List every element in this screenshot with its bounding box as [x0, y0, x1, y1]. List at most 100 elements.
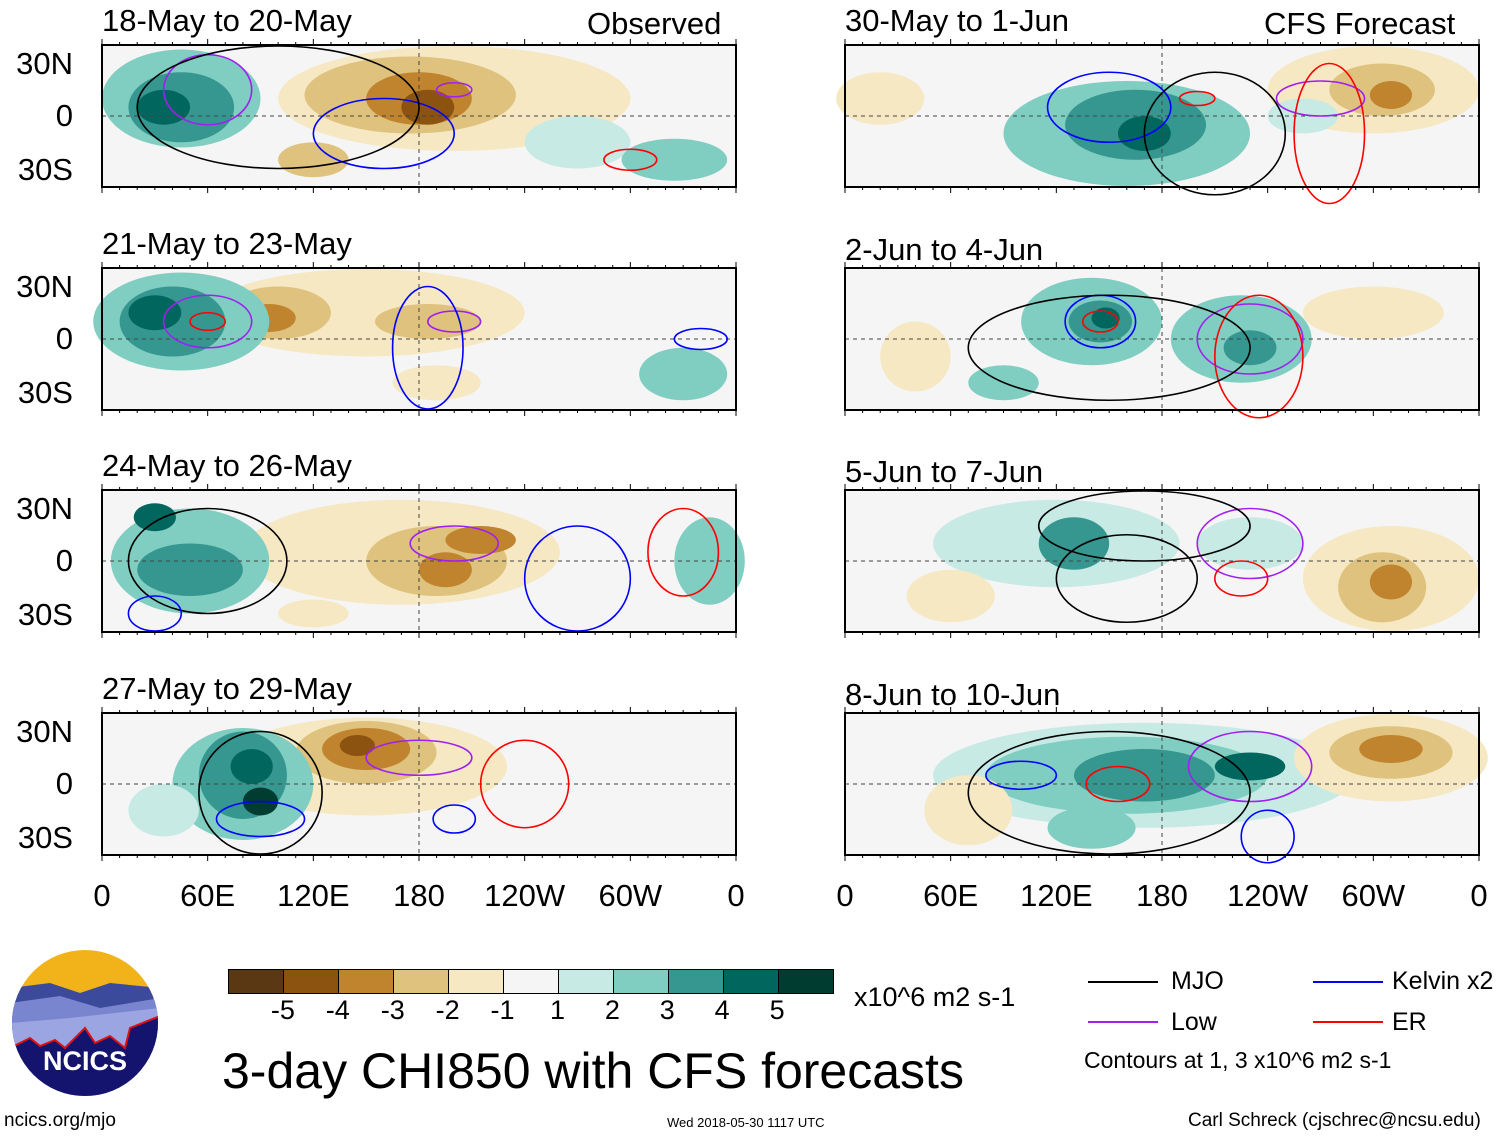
colorbar-swatch [778, 970, 833, 993]
anomaly-region [230, 748, 273, 784]
mjo-contour [1055, 533, 1199, 624]
anomaly-region [1047, 806, 1136, 849]
lat-label: 0 [55, 765, 73, 801]
colorbar-tick: 4 [714, 995, 730, 1025]
map-panel [101, 39, 737, 193]
panel-title: 30-May to 1-Jun [845, 3, 1069, 38]
er-contour [603, 148, 658, 172]
kelvin-contour [985, 759, 1058, 790]
anomaly-region [924, 774, 1013, 845]
anomaly-region [339, 734, 375, 756]
colorbar-tick: 2 [604, 995, 620, 1025]
panel-title: 2-Jun to 4-Jun [845, 231, 1044, 267]
map-panel [101, 706, 737, 861]
lon-label: 120E [277, 878, 350, 913]
lon-label: 0 [1470, 878, 1488, 913]
mjo-contour [127, 507, 288, 615]
anomaly-region [1214, 752, 1286, 780]
lat-label: 30S [17, 374, 73, 410]
kelvin-contour [1240, 808, 1295, 864]
legend-kelvin: Kelvin x2 [1392, 967, 1494, 995]
anomaly-region [621, 138, 728, 181]
lon-label: 180 [393, 878, 445, 913]
er-contour [647, 507, 720, 597]
kelvin-contour [215, 800, 306, 837]
low-contour [162, 293, 253, 349]
lon-label: 60E [923, 878, 979, 913]
colorbar-swatch [283, 970, 338, 993]
map-panel [836, 39, 1480, 205]
er-contour [1085, 765, 1151, 802]
colorbar-swatch [668, 970, 723, 993]
er-contour [1293, 62, 1366, 205]
low-contour [1187, 730, 1313, 802]
anomaly-region [1038, 517, 1110, 570]
mjo-line [1088, 981, 1158, 983]
er-contour [1214, 560, 1269, 597]
colorbar-swatch [723, 970, 778, 993]
panel-title: 27-May to 29-May [102, 670, 352, 706]
lon-label: 60W [598, 878, 663, 913]
lon-label: 60W [1341, 878, 1406, 913]
er-contour [479, 738, 570, 829]
low-contour [1196, 507, 1304, 580]
contour-note: Contours at 1, 3 x10^6 m2 s-1 [1084, 1047, 1392, 1073]
anomaly-region [906, 569, 995, 623]
kelvin-contour [312, 97, 456, 170]
lon-label: 120W [484, 878, 566, 913]
colorbar-swatch [338, 970, 393, 993]
anomaly-region [836, 72, 925, 125]
logo-text: NCICS [43, 1046, 127, 1076]
colorbar [228, 969, 834, 994]
lon-label: 120W [1227, 878, 1309, 913]
low-contour [435, 81, 473, 98]
lat-label: 30S [17, 819, 73, 855]
mjo-contour [967, 293, 1251, 401]
colorbar-tick: 5 [769, 995, 785, 1025]
map-panel [101, 484, 745, 638]
colorbar-tick: -2 [435, 995, 460, 1025]
anomaly-region [278, 599, 349, 628]
lon-label: 120E [1020, 878, 1093, 913]
anomaly-region [524, 116, 631, 169]
lon-label: 0 [727, 878, 745, 913]
author: Carl Schreck (cjschrec@ncsu.edu) [1188, 1110, 1481, 1131]
er-contour [1178, 90, 1216, 107]
anomaly-region [401, 89, 455, 125]
lat-label: 0 [55, 543, 73, 578]
lat-label: 0 [55, 98, 73, 133]
lat-label: 30N [16, 268, 73, 304]
anomaly-region [880, 321, 951, 391]
forecast-label: CFS Forecast [1264, 6, 1456, 41]
map-panel [93, 261, 737, 416]
panel-title: 21-May to 23-May [102, 225, 352, 261]
low-contour [409, 525, 500, 562]
legend-er: ER [1392, 1008, 1427, 1036]
anomaly-region [1369, 564, 1413, 600]
colorbar-swatch [558, 970, 613, 993]
panel-title: 18-May to 20-May [102, 3, 352, 38]
observed-label: Observed [587, 6, 722, 41]
kelvin-contour [1046, 71, 1172, 144]
colorbar-tick: -1 [490, 995, 515, 1025]
kelvin-contour [673, 327, 728, 350]
timestamp: Wed 2018-05-30 1117 UTC [667, 1115, 825, 1130]
colorbar-swatch [393, 970, 448, 993]
colorbar-tick: -3 [380, 995, 405, 1025]
colorbar-tick: -4 [325, 995, 350, 1025]
anomaly-region [639, 347, 728, 400]
kelvin-contour [432, 803, 477, 834]
anomaly-region [1197, 517, 1303, 570]
low-contour [1196, 302, 1304, 375]
panel-title: 8-Jun to 10-Jun [845, 676, 1061, 712]
anomaly-region [128, 294, 182, 330]
lon-label: 0 [836, 878, 854, 913]
lat-label: 30N [16, 46, 73, 81]
er-line [1313, 1021, 1383, 1023]
lon-label: 60E [180, 878, 236, 913]
anomaly-region [1091, 307, 1120, 328]
low-contour [365, 738, 473, 776]
anomaly-region [1369, 81, 1413, 109]
lon-label: 180 [1136, 878, 1188, 913]
figure-title: 3-day CHI850 with CFS forecasts [222, 1043, 964, 1099]
